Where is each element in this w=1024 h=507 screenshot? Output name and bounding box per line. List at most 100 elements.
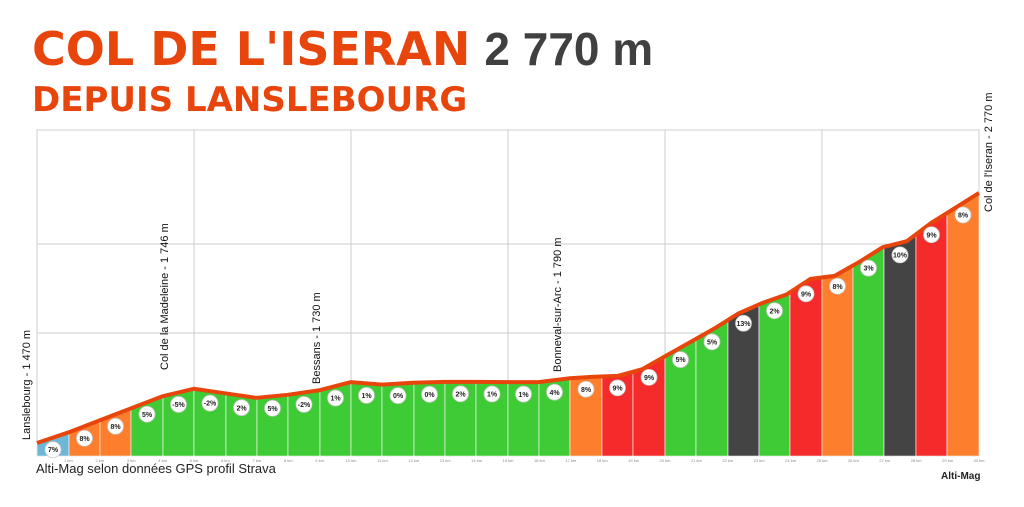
waypoint-label: Col de la Madeleine - 1 746 m [159,223,171,370]
km-tick-label: 18 km [597,458,609,463]
km-tick-label: 10 km [346,458,358,463]
grade-label: -2% [298,402,311,409]
km-tick-label: 14 km [471,458,483,463]
km-tick-label: 17 km [565,458,577,463]
grade-label: 1% [361,393,372,400]
grade-badge [295,396,313,413]
km-tick-label: 8 km [284,458,293,463]
footer-credit: Alti-Mag selon données GPS profil Strava [36,461,276,476]
grade-label: 4% [549,390,560,397]
grade-label: 9% [644,375,655,382]
grade-segment [946,192,980,457]
grade-label: 5% [675,357,686,364]
grade-badge [577,380,595,398]
grade-badge [829,277,846,295]
km-tick-label: 19 km [628,458,640,463]
grade-label: 8% [110,424,121,431]
km-tick-label: 28 km [911,458,923,463]
grade-badge [797,285,815,303]
grade-labels: 7% 8% 8% 5% -5% -2% 2% 5% -2% 1% 1% 0% 0% 2% 1% 1% 4% 8% 9… [44,206,972,459]
grade-label: 8% [581,387,592,394]
grade-badge [358,386,375,404]
page-title: COL DE L'ISERAN [32,22,471,76]
grade-label: 13% [736,321,751,328]
grade-label: 10% [893,253,908,260]
grade-label: 1% [518,392,529,399]
km-tick-label: 6 km [221,458,230,463]
km-tick-label: 16 km [534,458,546,463]
km-tick-label: 22 km [722,458,734,463]
grade-badge [138,405,156,423]
km-tick-label: 13 km [440,458,452,463]
grade-badge [233,399,250,417]
grade-label: 2% [236,405,247,412]
grade-label: 3% [863,266,874,273]
grade-label: 8% [79,436,90,443]
grade-label: 5% [142,412,153,419]
grade-segment [915,212,948,457]
grade-badge [546,383,563,401]
grade-badge [609,379,626,397]
grade-badge [452,385,469,403]
grade-badge [954,206,972,224]
title-line: COL DE L'ISERAN 2 770 m [32,22,653,76]
grade-badge [640,368,658,386]
grade-badge [44,441,62,459]
grade-label: 8% [958,213,969,220]
km-tick-label: 21 km [691,458,703,463]
km-tick-label: 12 km [408,458,420,463]
grade-label: 5% [707,339,718,346]
grade-badge [766,302,783,320]
km-tick-label: 5 km [190,458,199,463]
grade-badge [735,314,752,332]
grade-label: 9% [801,291,812,298]
grade-label: 9% [926,232,937,239]
km-tick-label: 2 km [95,458,104,463]
km-tick-label: 7 km [252,458,261,463]
title-altitude: 2 770 m [484,23,654,75]
grade-badge [389,387,407,405]
km-tick-label: 20 km [660,458,672,463]
grade-label: 1% [330,396,341,403]
grade-badge [421,385,438,403]
km-tick-label: 29 km [942,458,954,463]
waypoint-label: Bessans - 1 730 m [311,292,323,384]
grade-badge [515,385,532,403]
km-tick-label: 15 km [503,458,515,463]
km-tick-label: 27 km [879,458,891,463]
grade-badge [327,389,344,407]
grade-badge [891,246,909,264]
page-subtitle: DEPUIS LANSLEBOURG [32,80,468,120]
km-tick-label: 23 km [754,458,766,463]
grade-label: 1% [487,392,498,399]
grade-badge [923,226,940,244]
grade-segment [789,277,823,457]
grade-label: 7% [48,447,59,454]
grade-segment [852,246,885,457]
km-tick-label: 1 km [64,458,73,463]
grade-label: 8% [832,284,843,291]
km-tick-label: 25 km [817,458,829,463]
grade-label: 2% [769,308,780,315]
grade-label: -2% [204,401,217,408]
grade-badge [264,399,281,417]
waypoint-label: Bonneval-sur-Arc - 1 790 m [552,238,564,373]
grade-badge [201,394,219,412]
profile-outline [36,191,981,445]
grade-badge [107,417,124,435]
grade-badge [76,429,93,447]
grade-badge [672,351,689,369]
grade-label: 0% [424,392,435,399]
grade-segment [883,233,917,457]
km-tick-label: 9 km [315,458,324,463]
grade-label: 5% [267,406,278,413]
grade-label: -5% [172,402,185,409]
km-tick-label: 4 km [158,458,167,463]
waypoints: Lanslebourg - 1 470 m Col de la Madeleine… [21,93,995,441]
waypoint-label: Col de l'Iseran - 2 770 m [983,93,995,213]
grade-label: 9% [612,385,623,392]
waypoint-label: Lanslebourg - 1 470 m [21,330,33,440]
grade-badge [170,396,187,413]
grade-label: 0% [393,393,404,400]
